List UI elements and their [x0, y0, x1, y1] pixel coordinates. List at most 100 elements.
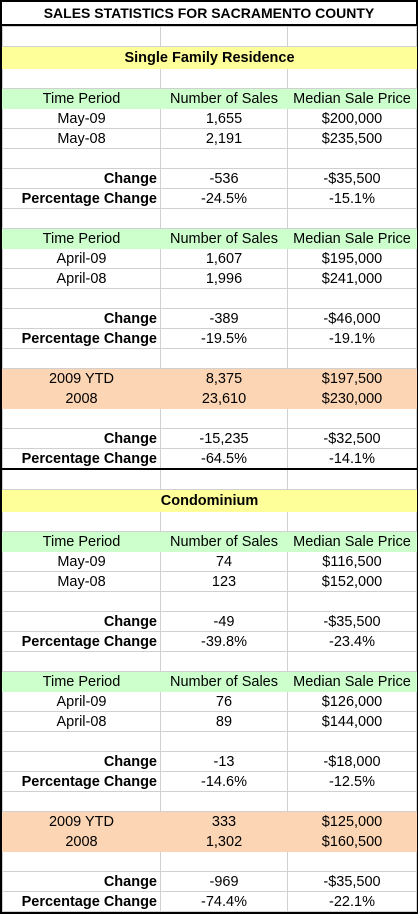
cell: 2009 YTD	[2, 368, 161, 389]
cell: Time Period	[2, 531, 161, 552]
cell: 2009 YTD	[2, 811, 161, 832]
cell	[160, 288, 288, 309]
blank-row	[2, 68, 417, 89]
cell	[160, 68, 288, 89]
cell: -64.5%	[160, 448, 288, 470]
cell: -$35,500	[287, 168, 417, 189]
cell: $230,000	[287, 388, 417, 409]
cell	[160, 468, 288, 490]
blank-row	[2, 26, 417, 47]
blank-row	[2, 348, 417, 369]
data-row: May-09 1,655 $200,000	[2, 108, 417, 129]
cell: Percentage Change	[2, 631, 161, 652]
blank-row	[2, 791, 417, 812]
cell: 1,302	[160, 831, 288, 852]
cell: Number of Sales	[160, 531, 288, 552]
cell: 333	[160, 811, 288, 832]
cell	[2, 26, 161, 47]
cell: April-09	[2, 691, 161, 712]
cell	[160, 348, 288, 369]
blank-row	[2, 288, 417, 309]
cell: -$32,500	[287, 428, 417, 449]
cell: $152,000	[287, 571, 417, 592]
cell	[287, 148, 417, 169]
data-row: April-08 1,996 $241,000	[2, 268, 417, 289]
cell: $197,500	[287, 368, 417, 389]
header-row: Time Period Number of Sales Median Sale Pr…	[2, 228, 417, 249]
cell: -14.1%	[287, 448, 417, 470]
cell	[2, 68, 161, 89]
cell: 123	[160, 571, 288, 592]
cell: Time Period	[2, 671, 161, 692]
cell: -14.6%	[160, 771, 288, 792]
percentage-row: Percentage Change -64.5% -14.1%	[2, 448, 417, 470]
section-title: Condominium	[2, 489, 417, 512]
cell	[2, 348, 161, 369]
cell: Median Sale Price	[287, 531, 417, 552]
cell: -$35,500	[287, 871, 417, 892]
cell: 23,610	[160, 388, 288, 409]
data-row: April-09 76 $126,000	[2, 691, 417, 712]
cell: 1,655	[160, 108, 288, 129]
cell: Median Sale Price	[287, 671, 417, 692]
cell: Percentage Change	[2, 448, 161, 470]
percentage-row: Percentage Change -39.8% -23.4%	[2, 631, 417, 652]
header-row: Time Period Number of Sales Median Sale Pr…	[2, 671, 417, 692]
cell: -12.5%	[287, 771, 417, 792]
cell: -74.4%	[160, 891, 288, 912]
cell: Change	[2, 611, 161, 632]
cell	[287, 408, 417, 429]
cell	[287, 288, 417, 309]
section: Condominium Time Period Number of Sales Med…	[2, 468, 417, 912]
cell: -24.5%	[160, 188, 288, 209]
cell: -$18,000	[287, 751, 417, 772]
cell: $160,500	[287, 831, 417, 852]
cell: -39.8%	[160, 631, 288, 652]
cell: Number of Sales	[160, 228, 288, 249]
blank-row	[2, 591, 417, 612]
blank-row	[2, 511, 417, 532]
cell	[287, 511, 417, 532]
cell: -$35,500	[287, 611, 417, 632]
data-row: 2008 1,302 $160,500	[2, 831, 417, 852]
cell	[2, 651, 161, 672]
cell	[160, 208, 288, 229]
cell: 76	[160, 691, 288, 712]
section: Single Family Residence Time Period Number…	[2, 26, 417, 470]
blank-row	[2, 148, 417, 169]
cell: May-09	[2, 108, 161, 129]
cell: April-08	[2, 711, 161, 732]
cell: -49	[160, 611, 288, 632]
cell: Change	[2, 168, 161, 189]
cell: Time Period	[2, 228, 161, 249]
cell: Number of Sales	[160, 671, 288, 692]
cell: $125,000	[287, 811, 417, 832]
cell	[160, 511, 288, 532]
cell: 89	[160, 711, 288, 732]
cell	[287, 68, 417, 89]
cell: 2,191	[160, 128, 288, 149]
cell	[2, 791, 161, 812]
cell: Change	[2, 751, 161, 772]
cell	[160, 591, 288, 612]
cell: $116,500	[287, 551, 417, 572]
blank-row	[2, 468, 417, 490]
percentage-row: Percentage Change -14.6% -12.5%	[2, 771, 417, 792]
cell	[160, 651, 288, 672]
cell: $144,000	[287, 711, 417, 732]
cell: $126,000	[287, 691, 417, 712]
cell: 2008	[2, 831, 161, 852]
cell: -19.1%	[287, 328, 417, 349]
table: Single Family Residence Time Period Number…	[2, 26, 417, 912]
cell	[2, 731, 161, 752]
cell: May-08	[2, 571, 161, 592]
change-row: Change -13 -$18,000	[2, 751, 417, 772]
cell: Change	[2, 308, 161, 329]
percentage-row: Percentage Change -74.4% -22.1%	[2, 891, 417, 912]
cell: -$46,000	[287, 308, 417, 329]
data-row: 2009 YTD 8,375 $197,500	[2, 368, 417, 389]
cell: Percentage Change	[2, 891, 161, 912]
cell: -13	[160, 751, 288, 772]
cell: Median Sale Price	[287, 88, 417, 109]
change-row: Change -969 -$35,500	[2, 871, 417, 892]
